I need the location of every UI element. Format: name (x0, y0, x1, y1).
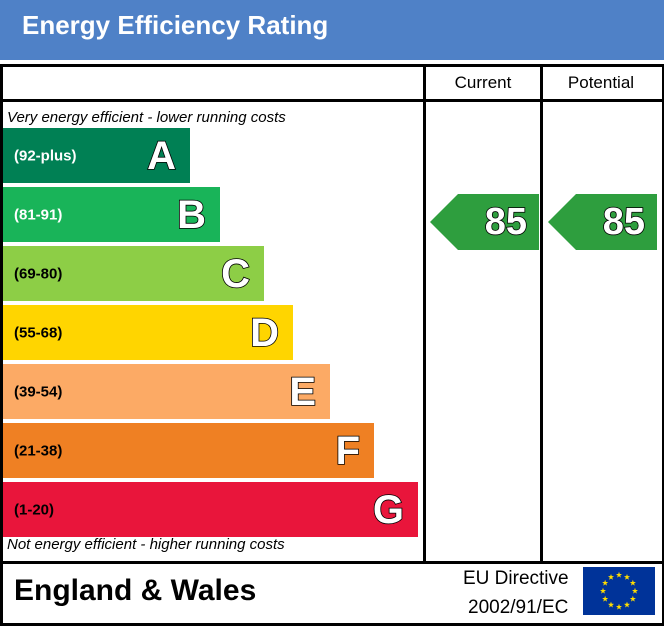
arrow-shape (548, 194, 657, 250)
column-header-potential: Potential (567, 73, 635, 92)
arrow-shape (430, 194, 539, 250)
band-range: (69-80) (14, 265, 63, 282)
column-divider-potential (540, 64, 543, 564)
eu-flag-star (599, 587, 607, 594)
band-g: (1-20) G (3, 482, 418, 537)
band-e: (39-54) E (3, 364, 330, 419)
current-rating-value: 85 (484, 201, 528, 243)
current-rating-arrow: 85 (430, 194, 539, 250)
band-letter: C (220, 251, 250, 296)
potential-rating-value: 85 (602, 201, 646, 243)
eu-flag-star (629, 579, 636, 586)
band-b: (81-91) B (3, 187, 220, 242)
band-letter: B (176, 192, 206, 237)
eu-directive-number: 2002/91/EC (468, 597, 569, 618)
band-letter: D (249, 310, 279, 355)
band-f: (21-38) F (3, 423, 374, 478)
band-range: (21-38) (14, 442, 63, 459)
band-letter: E (289, 369, 317, 414)
eu-flag-star (602, 595, 609, 602)
eu-flag-star (607, 573, 615, 580)
eu-flag-star (623, 601, 631, 608)
band-letter: A (146, 133, 176, 178)
potential-rating-arrow: 85 (548, 194, 657, 250)
eu-flag-star (629, 595, 636, 602)
band-d: (55-68) D (3, 305, 293, 360)
footer-row-divider (0, 561, 664, 564)
band-a: (92-plus) A (3, 128, 190, 183)
band-letter: F (335, 428, 361, 473)
column-divider-current (423, 64, 426, 564)
caption-very-efficient: Very energy efficient - lower running co… (7, 109, 286, 126)
region-label: England & Wales (14, 574, 257, 607)
header-bar: Energy Efficiency Rating (0, 0, 664, 60)
eu-flag-star (607, 601, 615, 608)
eu-flag-icon (583, 567, 655, 615)
column-header-current: Current (454, 73, 512, 92)
eu-flag-star (615, 571, 623, 578)
header-row-divider (0, 99, 664, 102)
band-c: (69-80) C (3, 246, 264, 301)
band-range: (1-20) (14, 501, 55, 518)
band-range: (81-91) (14, 206, 63, 223)
eu-flag-star (631, 587, 639, 594)
eu-directive-label: EU Directive (463, 568, 569, 589)
page-title: Energy Efficiency Rating (22, 10, 329, 40)
band-range: (39-54) (14, 383, 63, 400)
eu-flag-star (602, 579, 609, 586)
caption-not-efficient: Not energy efficient - higher running co… (7, 536, 285, 553)
band-letter: G (372, 487, 405, 532)
band-range: (92-plus) (14, 147, 77, 164)
eu-flag-star (615, 603, 623, 610)
band-range: (55-68) (14, 324, 63, 341)
eu-flag-star (623, 573, 631, 580)
